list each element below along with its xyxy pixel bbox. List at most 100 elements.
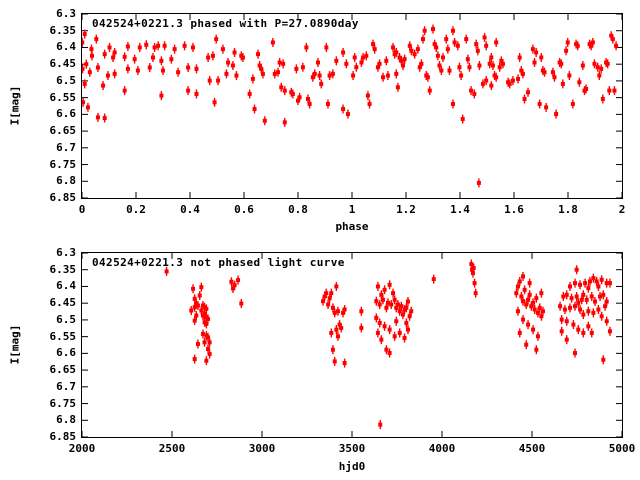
- data-point: [382, 287, 387, 292]
- data-point: [375, 330, 380, 335]
- data-point: [137, 45, 142, 50]
- data-point: [583, 281, 588, 286]
- data-point: [612, 88, 617, 93]
- data-point: [507, 81, 512, 86]
- data-point: [257, 63, 262, 68]
- unphased-plot-title: 042524+0221.3 not phased light curve: [92, 256, 345, 269]
- data-point: [236, 278, 241, 283]
- data-point: [573, 281, 578, 286]
- data-point: [550, 70, 555, 75]
- data-point: [304, 45, 309, 50]
- data-point: [82, 32, 87, 37]
- data-point: [540, 68, 545, 73]
- data-point: [359, 309, 364, 314]
- y-tick-label: 6.35: [49, 262, 77, 276]
- data-point: [531, 327, 536, 332]
- data-point: [574, 294, 579, 299]
- data-point: [95, 65, 100, 70]
- data-point: [569, 296, 574, 301]
- data-point: [473, 291, 478, 296]
- data-point: [500, 61, 505, 66]
- data-point: [584, 297, 589, 302]
- data-point: [290, 91, 295, 96]
- data-point: [520, 71, 525, 76]
- data-point: [315, 60, 320, 65]
- data-point: [220, 47, 225, 52]
- data-point: [472, 281, 477, 286]
- data-point: [272, 71, 277, 76]
- data-point: [564, 337, 569, 342]
- x-tick-label: 1: [348, 203, 356, 216]
- data-point: [464, 37, 469, 42]
- data-point: [84, 62, 89, 67]
- data-point: [540, 309, 545, 314]
- x-tick-label: 5000: [608, 442, 636, 455]
- data-point: [321, 299, 326, 304]
- data-point: [422, 28, 427, 33]
- x-tick-label: 2000: [68, 442, 96, 455]
- data-point: [576, 300, 581, 305]
- data-point: [200, 331, 205, 336]
- data-point: [470, 271, 475, 276]
- data-point: [387, 282, 392, 287]
- data-point: [82, 81, 87, 86]
- y-tick-label: 6.4: [56, 40, 76, 54]
- y-tick-label: 6.45: [49, 57, 77, 71]
- data-point: [374, 299, 379, 304]
- data-point: [289, 90, 294, 95]
- data-point: [484, 78, 489, 83]
- data-point: [342, 361, 347, 366]
- data-point: [307, 101, 312, 106]
- data-point: [206, 347, 210, 352]
- data-point: [85, 105, 90, 110]
- data-point: [474, 42, 479, 47]
- data-point: [519, 294, 524, 299]
- data-point: [317, 73, 322, 78]
- data-point: [417, 65, 422, 70]
- data-point: [294, 66, 299, 71]
- data-point: [404, 320, 409, 325]
- data-point: [578, 307, 583, 312]
- y-tick-label: 6.6: [56, 107, 76, 121]
- data-point: [192, 357, 197, 362]
- data-point: [361, 55, 366, 60]
- data-point: [577, 80, 582, 85]
- data-point: [135, 68, 140, 73]
- data-point: [421, 37, 426, 42]
- data-point: [385, 73, 390, 78]
- data-point: [598, 294, 603, 299]
- data-point: [89, 47, 94, 52]
- data-point: [372, 47, 377, 52]
- data-point: [210, 53, 215, 58]
- data-point: [200, 303, 205, 308]
- data-point: [516, 76, 521, 81]
- x-tick-label: 1.2: [396, 203, 416, 216]
- data-point: [111, 55, 116, 60]
- data-point: [571, 322, 576, 327]
- data-point: [156, 43, 161, 48]
- data-point: [542, 70, 547, 75]
- data-point: [95, 115, 100, 120]
- data-point: [432, 42, 437, 47]
- data-point: [405, 299, 410, 304]
- x-tick-label: 1.8: [558, 203, 578, 216]
- data-point: [596, 284, 601, 289]
- data-point: [194, 301, 199, 306]
- data-point: [539, 314, 544, 319]
- data-point: [207, 78, 212, 83]
- y-tick-label: 6.45: [49, 296, 77, 310]
- data-point: [231, 286, 236, 291]
- y-tick-label: 6.65: [49, 363, 77, 377]
- x-tick-label: 0.8: [288, 203, 308, 216]
- data-point: [204, 306, 209, 311]
- data-point: [329, 291, 334, 296]
- x-tick-label: 1.4: [450, 203, 470, 216]
- data-point: [570, 101, 575, 106]
- data-point: [379, 292, 384, 297]
- data-point: [597, 73, 602, 78]
- data-point: [601, 357, 606, 362]
- data-point: [532, 60, 537, 65]
- data-point: [276, 70, 281, 75]
- y-tick-label: 6.75: [49, 396, 77, 410]
- data-point: [580, 63, 585, 68]
